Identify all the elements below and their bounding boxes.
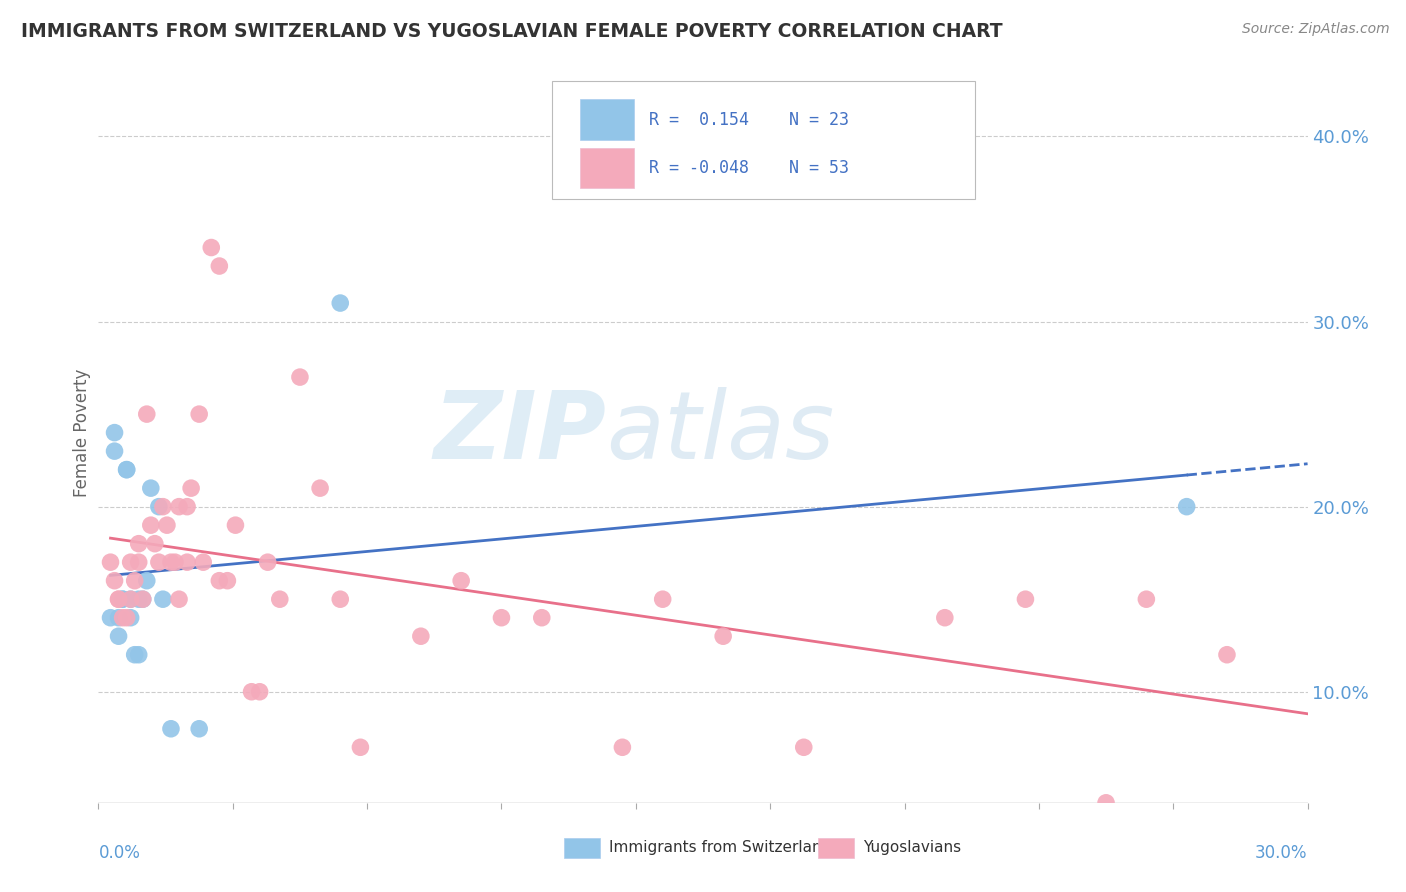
Text: atlas: atlas: [606, 387, 835, 478]
Point: [100, 610, 122, 624]
Point: [148, 500, 170, 514]
Point: [188, 722, 211, 736]
Point: [288, 370, 311, 384]
Point: [124, 648, 146, 662]
Point: [160, 555, 183, 569]
Text: 0.0%: 0.0%: [98, 844, 141, 862]
Point: [128, 592, 150, 607]
Point: [1095, 796, 1118, 810]
Point: [103, 425, 125, 440]
Point: [240, 685, 263, 699]
Text: Source: ZipAtlas.com: Source: ZipAtlas.com: [1241, 22, 1389, 37]
Point: [1216, 648, 1239, 662]
Point: [193, 555, 215, 569]
Point: [208, 259, 231, 273]
Point: [139, 481, 162, 495]
Point: [329, 296, 352, 310]
Point: [612, 740, 634, 755]
Point: [156, 518, 179, 533]
Point: [1014, 592, 1036, 607]
Point: [120, 555, 142, 569]
Point: [100, 555, 122, 569]
Text: Yugoslavians: Yugoslavians: [863, 840, 960, 855]
Point: [269, 592, 291, 607]
Point: [135, 574, 157, 588]
Text: R = -0.048    N = 53: R = -0.048 N = 53: [648, 160, 849, 178]
Point: [208, 574, 231, 588]
Point: [711, 629, 734, 643]
Point: [132, 592, 155, 607]
Point: [115, 462, 138, 476]
Point: [176, 555, 198, 569]
Point: [180, 481, 202, 495]
Point: [224, 518, 246, 533]
Point: [1135, 592, 1157, 607]
Point: [107, 610, 129, 624]
Text: R =  0.154    N = 23: R = 0.154 N = 23: [648, 112, 849, 129]
Point: [111, 592, 134, 607]
Point: [107, 592, 129, 607]
Point: [128, 536, 150, 550]
Point: [148, 555, 170, 569]
FancyBboxPatch shape: [564, 838, 600, 858]
Point: [120, 610, 142, 624]
FancyBboxPatch shape: [818, 838, 855, 858]
Point: [200, 240, 222, 254]
Point: [128, 555, 150, 569]
Point: [139, 518, 162, 533]
Point: [120, 592, 142, 607]
Point: [934, 610, 956, 624]
Point: [256, 555, 278, 569]
FancyBboxPatch shape: [551, 81, 976, 200]
Text: ZIP: ZIP: [433, 386, 606, 479]
Point: [107, 592, 129, 607]
Point: [491, 610, 513, 624]
Point: [309, 481, 332, 495]
Point: [793, 740, 815, 755]
Point: [349, 740, 371, 755]
Point: [651, 592, 673, 607]
Point: [103, 574, 125, 588]
Point: [124, 574, 146, 588]
Point: [111, 610, 134, 624]
Point: [152, 500, 174, 514]
Point: [143, 536, 166, 550]
Point: [1175, 500, 1198, 514]
Point: [163, 555, 186, 569]
Point: [188, 407, 211, 421]
Point: [167, 592, 190, 607]
Point: [115, 462, 138, 476]
Y-axis label: Female Poverty: Female Poverty: [73, 368, 91, 497]
Point: [132, 592, 155, 607]
Point: [530, 610, 553, 624]
Point: [115, 610, 138, 624]
Point: [135, 407, 157, 421]
Point: [120, 592, 142, 607]
FancyBboxPatch shape: [579, 99, 634, 140]
Point: [111, 592, 134, 607]
Point: [176, 500, 198, 514]
Point: [217, 574, 239, 588]
Point: [409, 629, 432, 643]
Point: [160, 722, 183, 736]
Point: [329, 592, 352, 607]
Point: [152, 592, 174, 607]
Point: [249, 685, 271, 699]
Point: [450, 574, 472, 588]
Text: IMMIGRANTS FROM SWITZERLAND VS YUGOSLAVIAN FEMALE POVERTY CORRELATION CHART: IMMIGRANTS FROM SWITZERLAND VS YUGOSLAVI…: [21, 22, 1002, 41]
Text: 30.0%: 30.0%: [1256, 844, 1308, 862]
FancyBboxPatch shape: [579, 147, 634, 188]
Point: [167, 500, 190, 514]
Text: Immigrants from Switzerland: Immigrants from Switzerland: [609, 840, 831, 855]
Point: [128, 648, 150, 662]
Point: [103, 444, 125, 458]
Point: [107, 629, 129, 643]
